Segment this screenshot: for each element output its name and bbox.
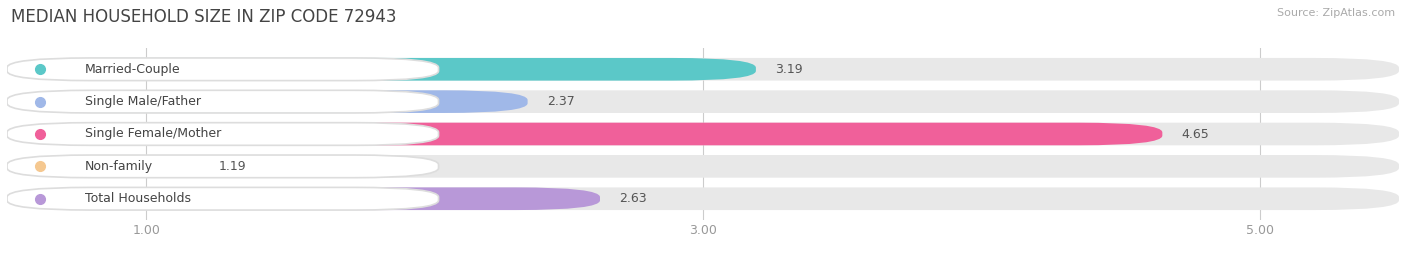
FancyBboxPatch shape	[7, 187, 1399, 210]
FancyBboxPatch shape	[7, 58, 1399, 81]
FancyBboxPatch shape	[7, 58, 439, 81]
Text: 3.19: 3.19	[775, 63, 803, 76]
FancyBboxPatch shape	[7, 90, 1399, 113]
FancyBboxPatch shape	[7, 90, 439, 113]
Text: MEDIAN HOUSEHOLD SIZE IN ZIP CODE 72943: MEDIAN HOUSEHOLD SIZE IN ZIP CODE 72943	[11, 8, 396, 26]
FancyBboxPatch shape	[7, 187, 439, 210]
Text: Non-family: Non-family	[84, 160, 153, 173]
Text: Source: ZipAtlas.com: Source: ZipAtlas.com	[1277, 8, 1395, 18]
Text: 4.65: 4.65	[1182, 128, 1209, 140]
Text: Single Male/Father: Single Male/Father	[84, 95, 201, 108]
FancyBboxPatch shape	[7, 155, 439, 178]
FancyBboxPatch shape	[7, 155, 1399, 178]
FancyBboxPatch shape	[7, 123, 1399, 145]
FancyBboxPatch shape	[7, 187, 600, 210]
Text: Total Households: Total Households	[84, 192, 191, 205]
FancyBboxPatch shape	[7, 58, 756, 81]
Text: 2.63: 2.63	[620, 192, 647, 205]
Text: 1.19: 1.19	[218, 160, 246, 173]
FancyBboxPatch shape	[7, 90, 527, 113]
FancyBboxPatch shape	[7, 155, 200, 178]
Text: Single Female/Mother: Single Female/Mother	[84, 128, 221, 140]
Text: Married-Couple: Married-Couple	[84, 63, 180, 76]
FancyBboxPatch shape	[7, 123, 439, 145]
Text: 2.37: 2.37	[547, 95, 575, 108]
FancyBboxPatch shape	[7, 123, 1163, 145]
